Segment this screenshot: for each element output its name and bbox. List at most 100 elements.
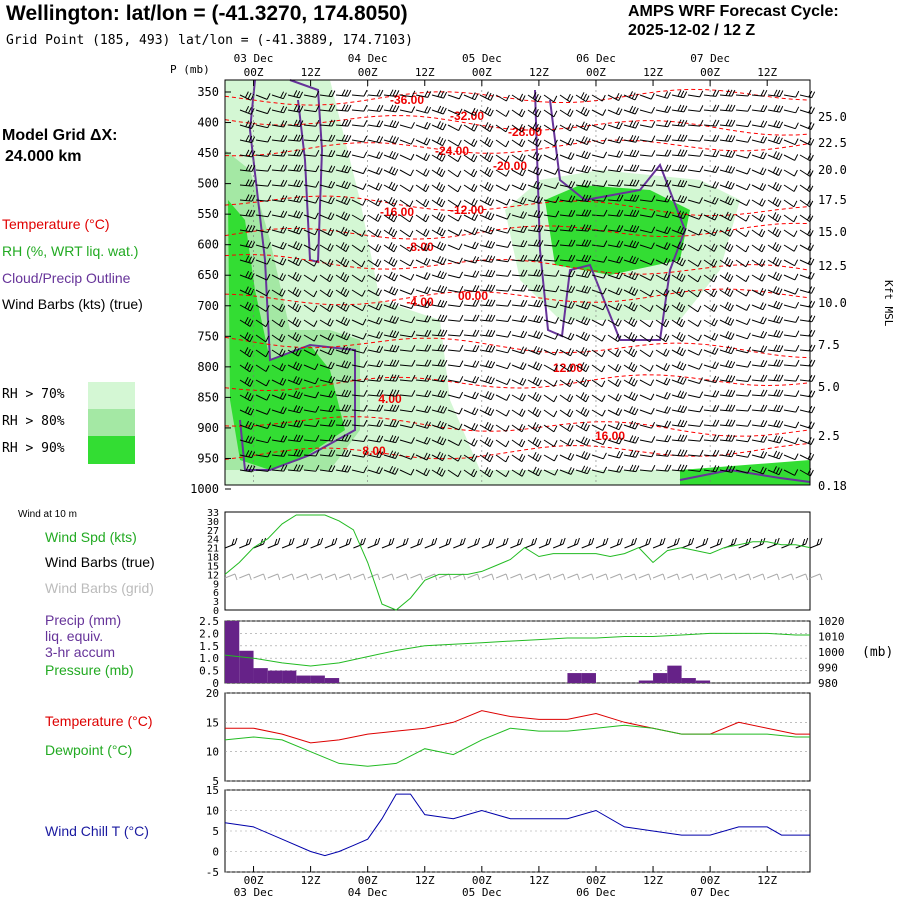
wind-barb	[559, 378, 574, 388]
cloud-outline-low	[679, 468, 811, 483]
wind-barb	[303, 134, 320, 142]
wind-barb	[559, 301, 575, 309]
wind-barb	[495, 270, 512, 277]
wind-barb	[655, 91, 671, 99]
wind-barb	[751, 151, 767, 160]
wind-barb	[415, 344, 432, 352]
wind-barb	[623, 224, 640, 233]
wind-barb	[303, 464, 320, 472]
wind-barb-grid	[467, 573, 481, 581]
wind-barb	[783, 316, 800, 323]
wind-barb	[639, 210, 656, 218]
wind-barb	[383, 435, 400, 444]
wind-barb	[655, 420, 672, 428]
wind-barb	[271, 464, 288, 472]
wind-barb-grid	[624, 573, 637, 581]
wind-barb	[287, 419, 304, 428]
wind-barb	[751, 120, 768, 128]
wind-barb	[783, 169, 798, 177]
wind-barb	[527, 136, 542, 147]
wind-barb	[527, 284, 544, 292]
wind-barb	[639, 106, 656, 114]
wind-barb	[687, 319, 702, 327]
wind-barb	[767, 181, 782, 192]
wind-barb-true	[239, 537, 252, 549]
wind-barb	[543, 468, 559, 476]
wind-barb	[735, 120, 752, 128]
wind-barb	[415, 168, 430, 177]
wind-barb	[751, 389, 768, 397]
wind-barb	[479, 299, 496, 307]
wind-barb	[463, 422, 479, 431]
wind-barb	[623, 449, 640, 458]
wind-barb	[623, 194, 640, 202]
wind-barb	[431, 466, 446, 477]
wind-barb	[463, 92, 479, 101]
wind-barb	[463, 376, 480, 384]
wind-barb	[287, 164, 304, 172]
temperature-contour	[224, 374, 811, 392]
wind-barb	[495, 409, 510, 417]
precip-bar	[695, 680, 711, 683]
wind-barb	[751, 104, 768, 113]
wind-barb	[767, 359, 784, 367]
wind-barb	[511, 108, 526, 118]
wind-barb	[495, 299, 512, 307]
wind-barb	[639, 274, 655, 281]
wind-barb	[287, 194, 304, 203]
wind-barb	[783, 244, 798, 252]
wind-barb	[399, 153, 415, 161]
wind-barb	[607, 107, 623, 116]
wind-barb	[383, 404, 400, 412]
wind-barb	[415, 228, 430, 237]
wind-barb	[639, 258, 655, 266]
wind-barb	[431, 436, 447, 446]
wind-barb	[527, 391, 542, 402]
wind-barb	[655, 449, 672, 457]
wind-barb	[559, 316, 575, 325]
wind-barb	[591, 123, 607, 131]
wind-barb	[367, 450, 384, 459]
wind-barb	[287, 346, 302, 357]
wind-barb	[287, 134, 304, 142]
wind-barb-grid	[281, 573, 295, 581]
wind-barb	[383, 450, 399, 459]
wind-barbs-grid-legend: Wind Barbs (grid)	[45, 580, 154, 596]
bottom-hour-tick: 12Z	[643, 874, 663, 887]
wind-barb	[719, 226, 734, 237]
wind-barb	[623, 134, 640, 143]
wind-speed-tick: 12	[207, 570, 219, 581]
wind-barb	[687, 119, 704, 127]
wind-barb	[383, 315, 399, 324]
height-tick-label: 7.5	[818, 338, 840, 352]
wind-barb	[447, 257, 463, 265]
wind-barb	[415, 257, 431, 266]
precip-panel-frame	[224, 620, 811, 684]
wind-barb	[383, 181, 398, 192]
wind-barb	[335, 449, 352, 457]
height-axis-label: Kft MSL	[882, 280, 895, 327]
wind-barb	[303, 391, 320, 399]
wind-barb	[719, 211, 735, 222]
wind-barb	[431, 121, 447, 131]
wind-barb	[479, 360, 496, 369]
pressure-tick-label: 700	[197, 299, 219, 313]
wind-barb	[319, 227, 335, 236]
wind-barb	[239, 91, 255, 101]
wind-barb	[783, 374, 800, 382]
wind-barb	[735, 451, 752, 458]
wind-barb	[287, 271, 302, 282]
wind-barb	[447, 229, 463, 236]
wind-speed-tick: 9	[213, 579, 219, 590]
wind-barb	[735, 435, 752, 443]
wind-barb	[383, 150, 399, 160]
wind-barb	[399, 359, 416, 367]
wind-barb	[319, 212, 335, 221]
wind-barb	[239, 240, 256, 249]
wind-barb	[399, 214, 414, 223]
pressure-tick-label: 800	[197, 360, 219, 374]
wind-barb-grid	[239, 573, 252, 581]
wind-chill-tick: 5	[212, 825, 219, 838]
wind-barb	[623, 240, 640, 249]
wind-barb	[767, 227, 782, 238]
